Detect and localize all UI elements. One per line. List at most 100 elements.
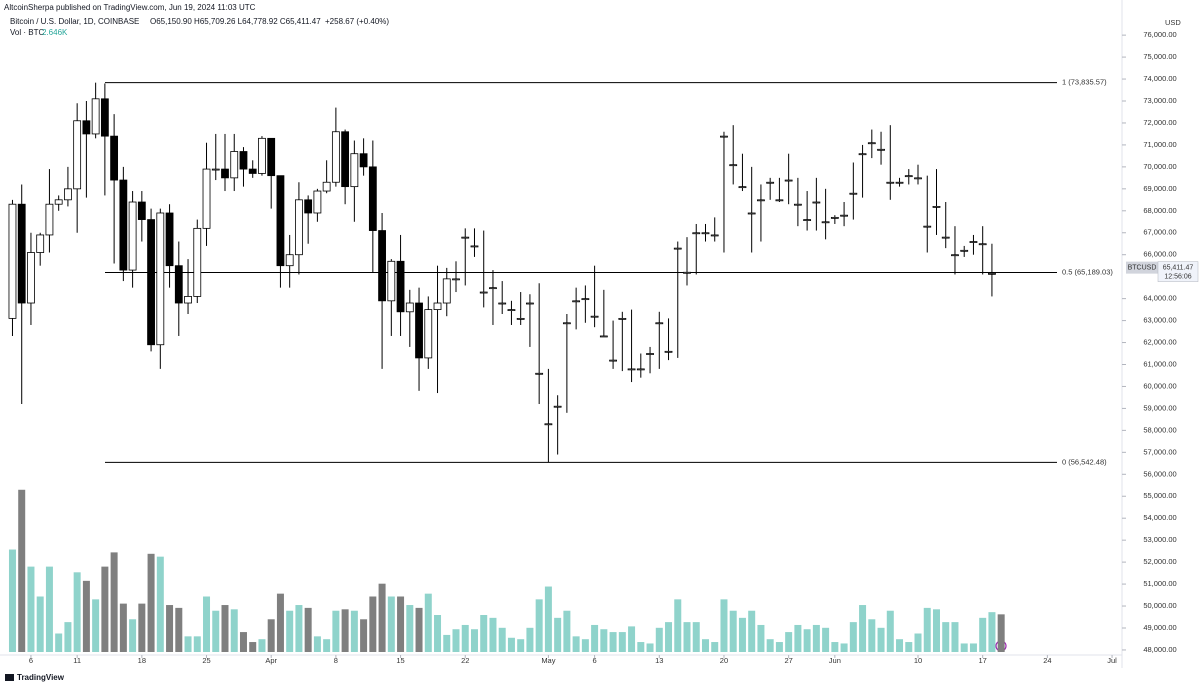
candle-body — [581, 298, 590, 301]
symbol-tag-bg — [1126, 261, 1158, 274]
volume-bar — [572, 636, 580, 652]
volume-bar — [803, 629, 811, 652]
volume-bar — [406, 605, 414, 652]
candle-body — [147, 219, 155, 346]
x-tick-label: 13 — [655, 656, 663, 665]
y-tick-label: 75,000.00 — [1143, 52, 1176, 61]
candle-body — [119, 179, 128, 271]
volume-bar — [757, 624, 765, 652]
candle-body — [821, 221, 830, 224]
volume-bar — [147, 553, 155, 652]
candle-body — [64, 188, 72, 201]
x-tick-label: 24 — [1043, 656, 1051, 665]
volume-bar — [692, 622, 700, 652]
candle-body — [479, 291, 488, 294]
volume-bar — [877, 627, 885, 652]
volume-bar — [27, 566, 35, 652]
x-tick-label: 18 — [138, 656, 146, 665]
y-tick-label: 56,000.00 — [1143, 469, 1176, 478]
volume-bar — [378, 583, 386, 652]
candle-body — [45, 203, 54, 236]
volume-bar — [8, 549, 16, 652]
price-tag-bg — [1157, 261, 1199, 282]
candle-body — [322, 181, 331, 192]
volume-bar — [729, 610, 737, 652]
candle-body — [313, 190, 322, 214]
candle-body — [840, 214, 848, 217]
volume-bar — [535, 599, 543, 652]
volume-bar — [276, 593, 284, 652]
candle-body — [562, 322, 571, 325]
candle-body — [618, 317, 627, 320]
candle-body — [683, 271, 691, 274]
x-tick-label: Apr — [265, 656, 277, 665]
candle-body — [895, 181, 904, 184]
y-tick-label: 72,000.00 — [1143, 118, 1176, 127]
candle-body — [590, 315, 599, 318]
volume-bar — [498, 627, 506, 652]
candle-body — [433, 302, 442, 311]
candle-body — [8, 203, 17, 319]
y-tick-label: 60,000.00 — [1143, 381, 1176, 390]
volume-bar — [517, 639, 525, 652]
volume-bar — [775, 642, 783, 652]
volume-bar — [452, 629, 460, 652]
candle-body — [747, 212, 756, 215]
volume-bar — [45, 566, 53, 652]
currency-label: USD — [1165, 18, 1181, 27]
volume-bar — [73, 572, 81, 652]
candle-body — [886, 181, 895, 184]
fib-level-label: 0 (56,542.48) — [1062, 457, 1107, 466]
candle-body — [526, 302, 534, 305]
candle-body — [27, 252, 35, 304]
candle-body — [211, 168, 220, 171]
candle-body — [461, 236, 470, 239]
candle-body — [812, 201, 821, 204]
volume-bar — [914, 633, 922, 652]
volume-bar — [720, 599, 728, 652]
y-tick-label: 54,000.00 — [1143, 513, 1176, 522]
candle-body — [858, 153, 867, 156]
candle-body — [904, 175, 913, 178]
volume-bar — [110, 552, 118, 652]
volume-bar — [332, 610, 340, 652]
volume-bar — [175, 607, 183, 652]
x-tick-label: 11 — [73, 656, 81, 665]
volume-bar — [831, 642, 839, 652]
candle-body — [82, 120, 91, 135]
candle-body — [720, 135, 728, 138]
candle-body — [553, 405, 562, 408]
symbol-title: Bitcoin / U.S. Dollar, 1D, COINBASE — [10, 17, 139, 26]
candle-body — [664, 350, 673, 353]
candle-body — [396, 260, 405, 313]
volume-bar — [101, 566, 109, 652]
brand: TradingView — [17, 673, 65, 682]
candle-body — [424, 309, 433, 359]
candle-body — [803, 219, 812, 221]
volume-bar — [646, 643, 654, 652]
candle-body — [165, 212, 174, 267]
candle-body — [54, 199, 63, 205]
candle-body — [230, 151, 239, 179]
price-tag: 65,411.47 — [1163, 264, 1194, 271]
candle-body — [221, 168, 229, 179]
candle-body — [646, 353, 654, 355]
candle-body — [17, 203, 26, 304]
volume-bar — [683, 622, 691, 652]
candle-body — [498, 302, 507, 305]
volume-bar — [951, 622, 959, 652]
volume-bar — [544, 586, 552, 652]
volume-bar — [507, 637, 515, 652]
y-tick-label: 67,000.00 — [1143, 228, 1176, 237]
volume-bar — [886, 610, 894, 652]
candle-body — [914, 177, 922, 180]
volume-bar — [896, 639, 904, 652]
candle-body — [710, 234, 719, 237]
candle-body — [877, 148, 885, 151]
publish-info: AltcoinSherpa published on TradingView.c… — [4, 3, 256, 12]
candle-body — [738, 186, 747, 189]
x-tick-label: Jun — [829, 656, 841, 665]
change-readout: +258.67 (+0.40%) — [325, 17, 389, 26]
volume-bar — [92, 599, 100, 652]
volume-readout: 2.646K — [42, 28, 68, 37]
